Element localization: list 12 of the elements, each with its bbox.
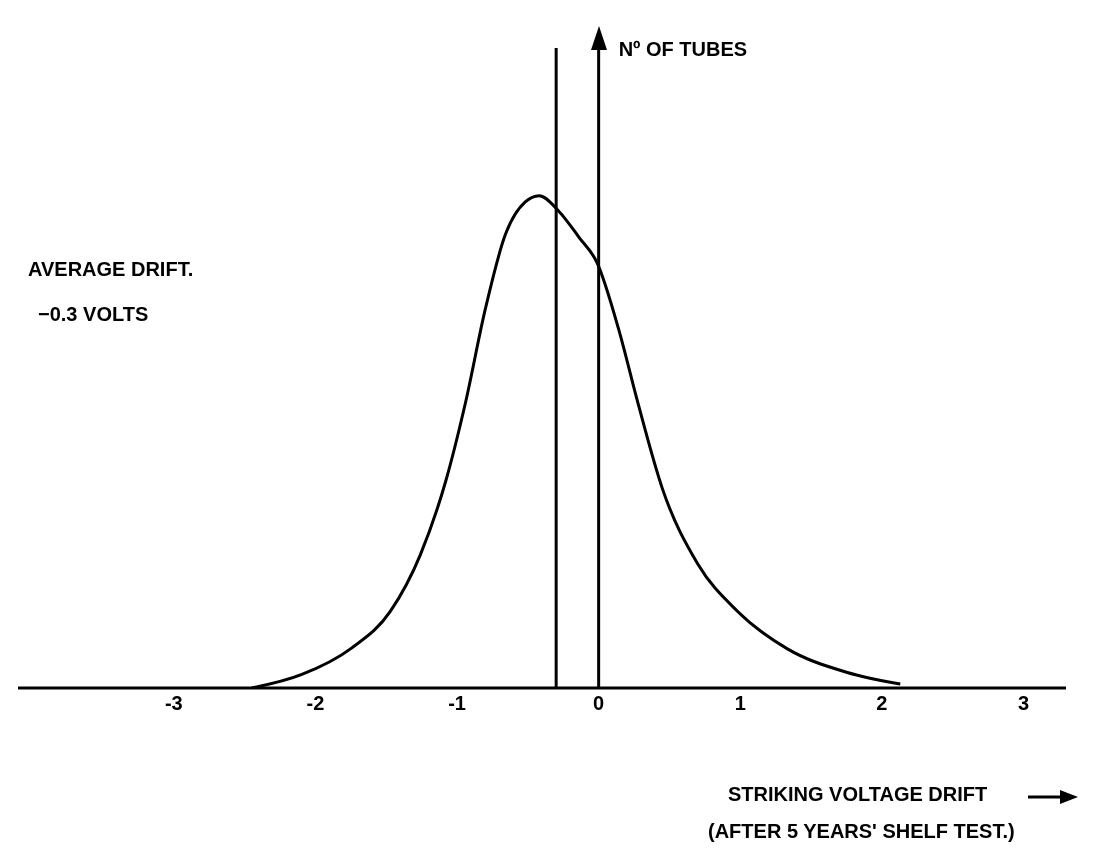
x-axis-title: STRIKING VOLTAGE DRIFT (728, 783, 988, 806)
text: (AFTER 5 YEARS' SHELF TEST.) (708, 820, 1015, 843)
text: Nº OF TUBES (618, 38, 748, 61)
x-tick-label: -2 (306, 692, 325, 715)
x-tick-label: -1 (448, 692, 466, 715)
x-tick-label: 2 (876, 692, 888, 715)
x-tick-label: 3 (1017, 692, 1030, 715)
x-tick-label: 1 (734, 692, 746, 715)
x-tick-label: -3 (164, 692, 183, 715)
x-tick-label: 0 (593, 692, 605, 715)
annotation: AVERAGE DRIFT. (28, 258, 194, 281)
annotation: −0.3 VOLTS (38, 303, 149, 326)
